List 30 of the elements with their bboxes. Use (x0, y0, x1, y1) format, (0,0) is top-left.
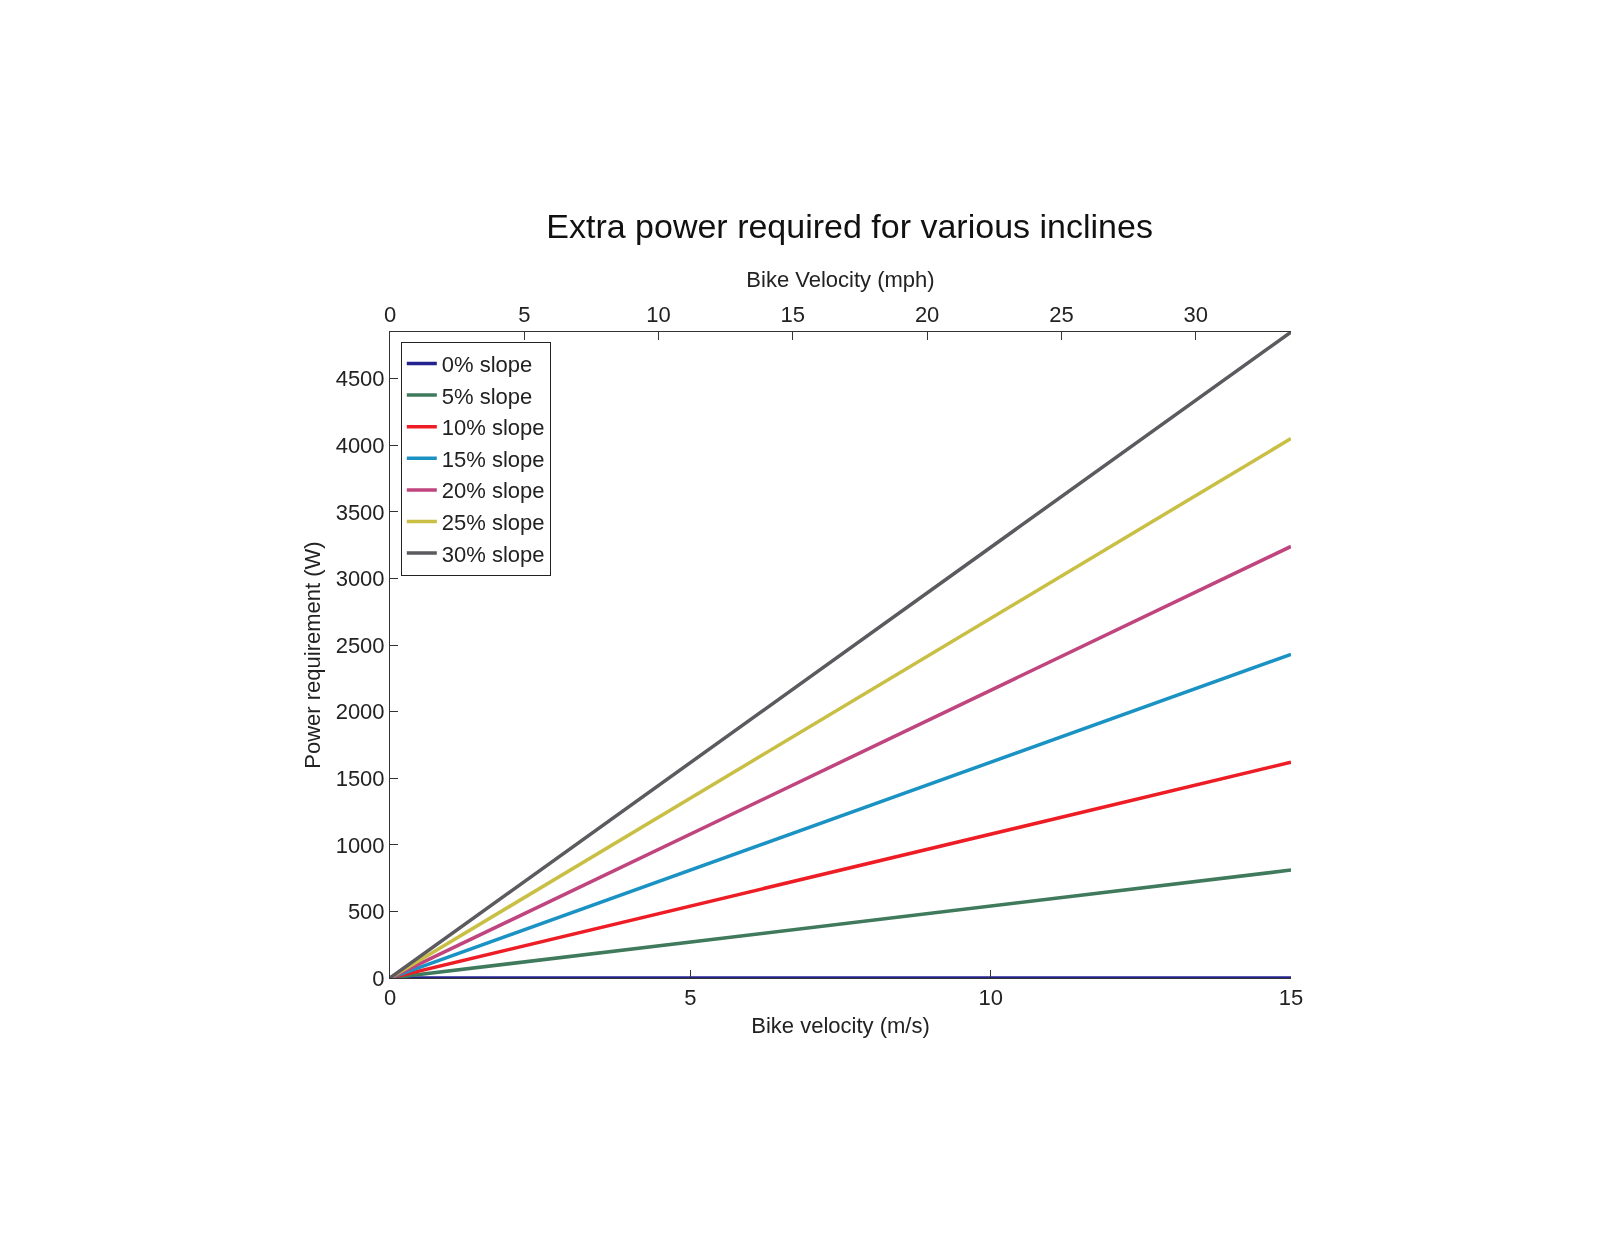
x-tick-label: 15 (1278, 985, 1304, 1011)
x-tick-label: 5 (684, 985, 697, 1011)
x2-tick-label: 30 (1183, 302, 1208, 328)
x2-tick-label: 20 (914, 302, 940, 328)
legend-label: 0% slope (441, 352, 533, 378)
x2-tick-label: 5 (518, 302, 531, 328)
x-axis-title: Bike velocity (m/s) (751, 1013, 930, 1039)
legend-label: 30% slope (441, 541, 545, 567)
x2-axis-title: Bike Velocity (mph) (746, 267, 935, 292)
x2-tick-label: 25 (1049, 302, 1074, 328)
x2-tick-label: 15 (780, 302, 806, 328)
x-tick-label: 10 (978, 985, 1003, 1011)
chart-title: Extra power required for various inclines (546, 206, 1153, 245)
y-tick-label: 3500 (335, 499, 385, 525)
legend-label: 5% slope (441, 383, 533, 409)
y-tick-label: 2500 (335, 632, 385, 658)
legend-label: 10% slope (441, 415, 545, 441)
y-tick-label: 4500 (335, 366, 385, 392)
y-axis-title: Power requirement (W) (300, 541, 326, 769)
y-tick-label: 1500 (335, 765, 385, 791)
y-tick-label: 2000 (335, 699, 385, 725)
legend-label: 15% slope (441, 446, 545, 472)
legend-label: 20% slope (441, 478, 545, 504)
y-tick-label: 1000 (335, 832, 385, 858)
x2-tick-label: 10 (646, 302, 671, 328)
y-tick-label: 500 (347, 899, 385, 925)
y-tick-label: 4000 (335, 432, 385, 458)
legend-label: 25% slope (441, 510, 545, 536)
y-tick-label: 0 (372, 965, 385, 991)
y-tick-label: 3000 (335, 566, 385, 592)
